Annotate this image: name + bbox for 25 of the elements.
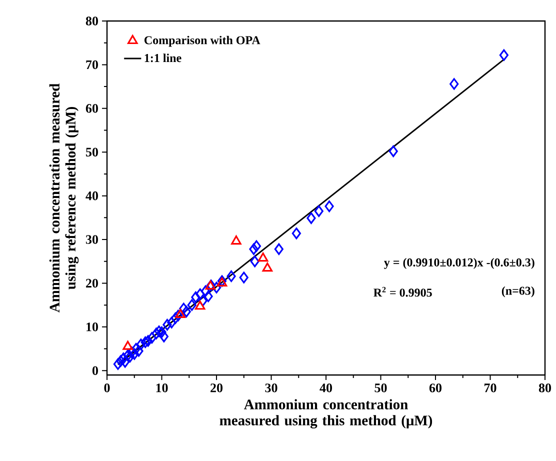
x-tick-label: 30 (265, 384, 278, 392)
y-tick-label: 50 (86, 148, 98, 156)
x-tick-label: 50 (374, 384, 387, 392)
annotation: R$^{2}$ = 0.9905 (374, 286, 432, 297)
y-axis-title: Ammonium concentration measured using reference method (μM) (49, 84, 79, 313)
legend-label: Comparison with OPA (144, 36, 260, 47)
x-axis-title: Ammonium concentration measured using this method (μM) (220, 399, 432, 428)
x-tick-label: 20 (210, 384, 223, 392)
y-tick-label: 70 (86, 60, 98, 70)
y-tick-label: 0 (92, 366, 98, 376)
x-tick-label: 70 (484, 384, 496, 392)
annotation: (n=63) (502, 286, 534, 298)
x-tick-label: 60 (429, 384, 442, 392)
x-tick-label: 40 (320, 384, 332, 392)
x-tick-label: 0 (104, 384, 110, 392)
y-tick-label: 20 (86, 278, 98, 288)
y-tick-label: 80 (86, 16, 98, 26)
y-tick-label: 60 (86, 104, 98, 113)
annotation: y = (0.9910±0.012)x -(0.6±0.3) (384, 258, 534, 269)
y-tick-label: 40 (86, 191, 98, 200)
y-tick-label: 30 (86, 235, 98, 244)
x-tick-label: 10 (156, 384, 168, 392)
legend-label: 1:1 line (144, 54, 182, 62)
x-tick-label: 80 (538, 384, 551, 392)
y-tick-label: 10 (86, 322, 98, 332)
